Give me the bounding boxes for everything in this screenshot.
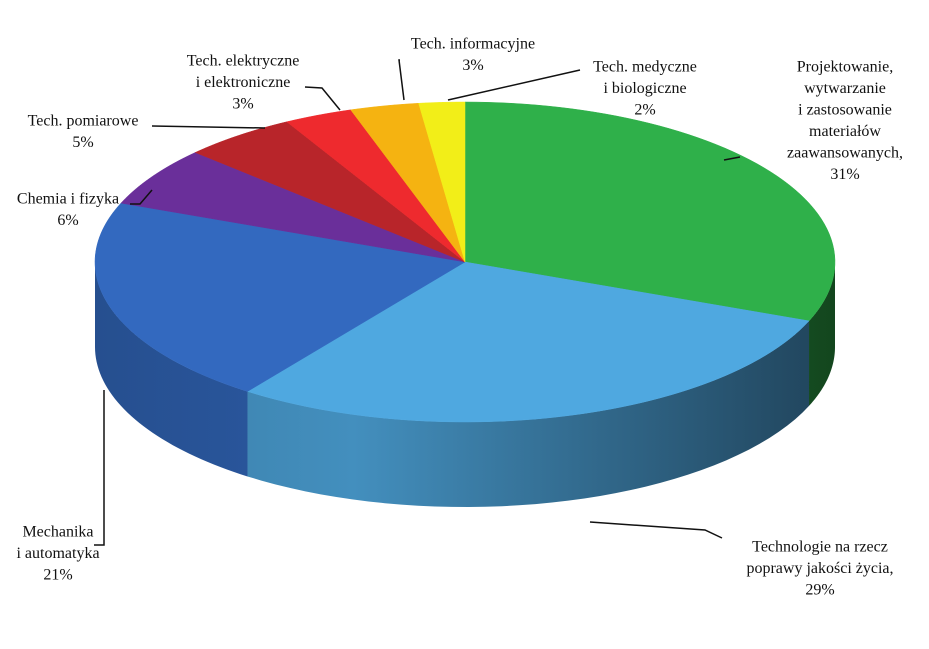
- category-label: Tech. elektryczne: [187, 53, 300, 70]
- leader-line: [304, 86, 341, 111]
- category-label: Technologie na rzecz: [752, 539, 888, 556]
- slice: [464, 101, 836, 322]
- category-label: Projektowanie,: [797, 59, 893, 76]
- labels: Projektowanie, wytwarzanie i zastosowanie m…: [16, 36, 903, 599]
- leader-line: [94, 390, 105, 546]
- value-label: 29%: [805, 582, 834, 599]
- value-label: 31%: [830, 166, 859, 183]
- leader-line: [723, 156, 741, 161]
- category-label: Tech. informacyjne: [411, 36, 535, 53]
- value-label: 2%: [634, 102, 655, 119]
- slice: [94, 202, 466, 392]
- value-label: 6%: [57, 212, 78, 229]
- pie-sides: [95, 262, 835, 507]
- pie-tops: [94, 101, 836, 423]
- slice-side: [95, 262, 248, 477]
- value-label: 3%: [232, 96, 253, 113]
- category-label: poprawy jakości życia,: [746, 560, 893, 577]
- slice-side: [247, 320, 810, 507]
- category-label: Mechanika: [22, 524, 93, 541]
- category-label: i automatyka: [16, 545, 99, 562]
- slice: [120, 152, 466, 263]
- leader-line: [130, 189, 153, 205]
- category-label: Tech. medyczne: [593, 59, 697, 76]
- value-label: 21%: [43, 567, 72, 584]
- category-label: i zastosowanie: [798, 102, 892, 119]
- category-label: wytwarzanie: [804, 80, 886, 97]
- category-label: zaawansowanych,: [787, 145, 903, 162]
- slice-side: [809, 262, 835, 406]
- value-label: 5%: [72, 134, 93, 151]
- category-label: i biologiczne: [603, 80, 686, 97]
- category-label: materiałów: [809, 123, 881, 140]
- leader-line: [398, 59, 405, 101]
- slice: [194, 121, 466, 263]
- slice: [246, 261, 810, 423]
- slice: [418, 101, 466, 263]
- slice: [350, 103, 466, 263]
- category-label: Tech. pomiarowe: [28, 113, 139, 130]
- category-label: Chemia i fizyka: [17, 191, 119, 208]
- leader-line: [151, 125, 266, 129]
- value-label: 3%: [462, 57, 483, 74]
- slice: [286, 109, 466, 263]
- leader-line: [589, 521, 723, 539]
- leader-line: [447, 69, 581, 101]
- category-label: i elektroniczne: [196, 74, 291, 91]
